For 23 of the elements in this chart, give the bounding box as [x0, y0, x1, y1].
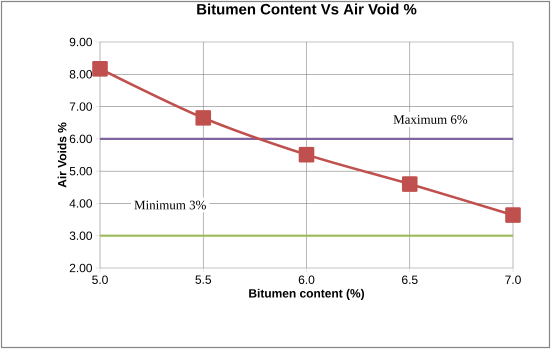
y-tick-label: 7.00 — [70, 102, 92, 111]
point — [92, 61, 108, 77]
point — [505, 207, 521, 223]
point — [402, 176, 418, 192]
y-tick-label: 6.00 — [70, 134, 92, 144]
point — [195, 110, 212, 126]
x-axis-title: Bitumen content (%) — [249, 288, 364, 300]
y-tick-label: 3.00 — [70, 231, 92, 240]
point — [298, 146, 314, 162]
ref-line-label: Maximum 6% — [394, 115, 468, 124]
y-axis-title: Air Voids % — [58, 122, 66, 188]
x-tick-label: 6.5 — [402, 276, 418, 284]
x-tick-label: 5.5 — [195, 276, 212, 284]
x-tick-label: 7.0 — [505, 276, 521, 284]
x-tick-label: 5.0 — [92, 276, 108, 284]
y-tick-label: 2.00 — [70, 264, 92, 272]
chart-title: Bitumen Content Vs Air Void % — [197, 4, 416, 14]
y-tick-label: 5.00 — [70, 166, 92, 176]
y-tick-label: 8.00 — [70, 70, 92, 79]
y-tick-label: 4.00 — [69, 199, 92, 208]
ref-line-label: Minimum 3% — [134, 200, 206, 210]
x-tick-label: 6.0 — [298, 276, 314, 284]
y-tick-label: 9.00 — [70, 38, 92, 46]
